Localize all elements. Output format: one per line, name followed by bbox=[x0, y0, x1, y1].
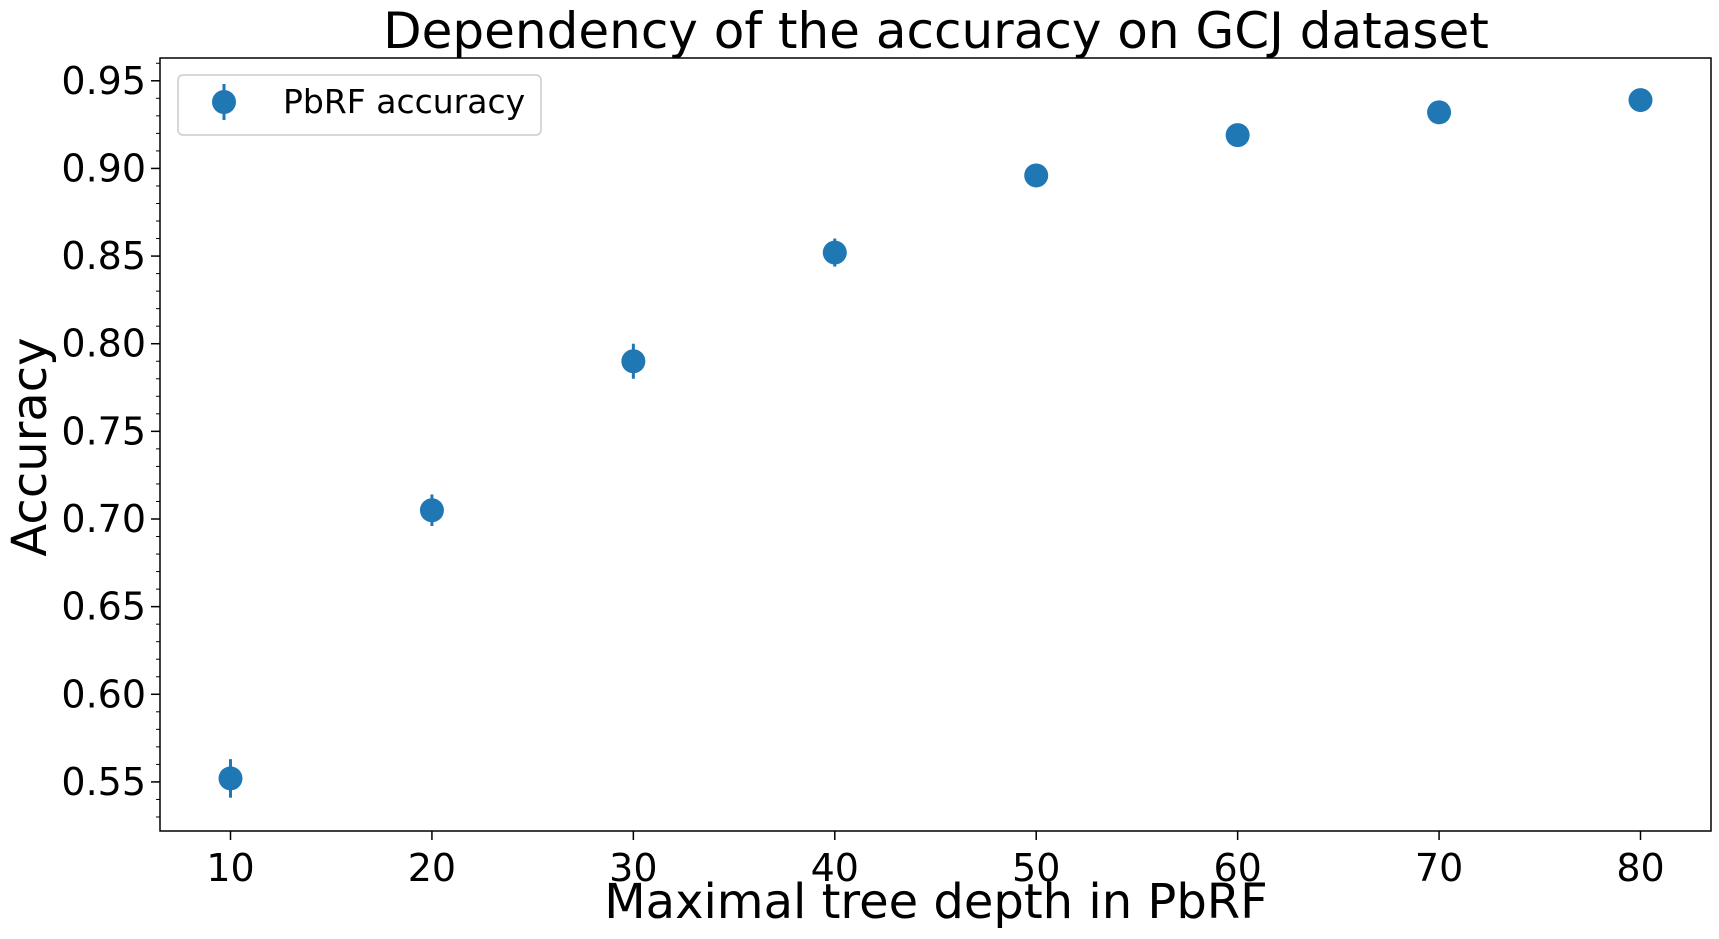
y-tick-label: 0.65 bbox=[61, 585, 146, 629]
y-tick-label: 0.85 bbox=[61, 234, 146, 278]
y-axis-label: Accuracy bbox=[2, 337, 58, 556]
plot-area-frame bbox=[159, 57, 1712, 832]
data-point bbox=[218, 766, 243, 791]
x-tick-label: 50 bbox=[1012, 846, 1060, 890]
y-axis-ticks: 0.55 0.60 0.65 0.70 0.75 0.80 0.85 0.90 0.95 bbox=[61, 59, 160, 818]
x-axis-ticks: 10 20 30 40 50 60 70 80 bbox=[206, 831, 1665, 890]
legend-marker bbox=[212, 90, 236, 114]
legend: PbRF accuracy bbox=[177, 74, 542, 136]
data-point bbox=[1628, 88, 1653, 113]
x-tick-label: 10 bbox=[206, 846, 254, 890]
y-tick-label: 0.80 bbox=[61, 322, 146, 366]
x-tick-label: 80 bbox=[1616, 846, 1664, 890]
data-points bbox=[218, 88, 1653, 798]
chart-title: Dependency of the accuracy on GCJ datase… bbox=[383, 2, 1489, 60]
x-tick-label: 60 bbox=[1213, 846, 1261, 890]
y-tick-label: 0.70 bbox=[61, 497, 146, 541]
x-axis-label: Maximal tree depth in PbRF bbox=[604, 874, 1268, 930]
legend-label: PbRF accuracy bbox=[283, 82, 525, 121]
x-tick-label: 70 bbox=[1415, 846, 1463, 890]
y-tick-label: 0.90 bbox=[61, 146, 146, 190]
data-point bbox=[1225, 123, 1250, 148]
data-point bbox=[621, 349, 646, 374]
y-tick-label: 0.60 bbox=[61, 672, 146, 716]
x-tick-label: 30 bbox=[609, 846, 657, 890]
data-point bbox=[419, 498, 444, 523]
data-point bbox=[822, 240, 847, 265]
y-tick-label: 0.95 bbox=[61, 59, 146, 103]
data-point bbox=[1427, 100, 1452, 125]
legend-box bbox=[177, 74, 542, 136]
y-tick-label: 0.75 bbox=[61, 409, 146, 453]
x-tick-label: 40 bbox=[811, 846, 859, 890]
x-tick-label: 20 bbox=[408, 846, 456, 890]
y-tick-label: 0.55 bbox=[61, 760, 146, 804]
data-point bbox=[1024, 163, 1049, 188]
